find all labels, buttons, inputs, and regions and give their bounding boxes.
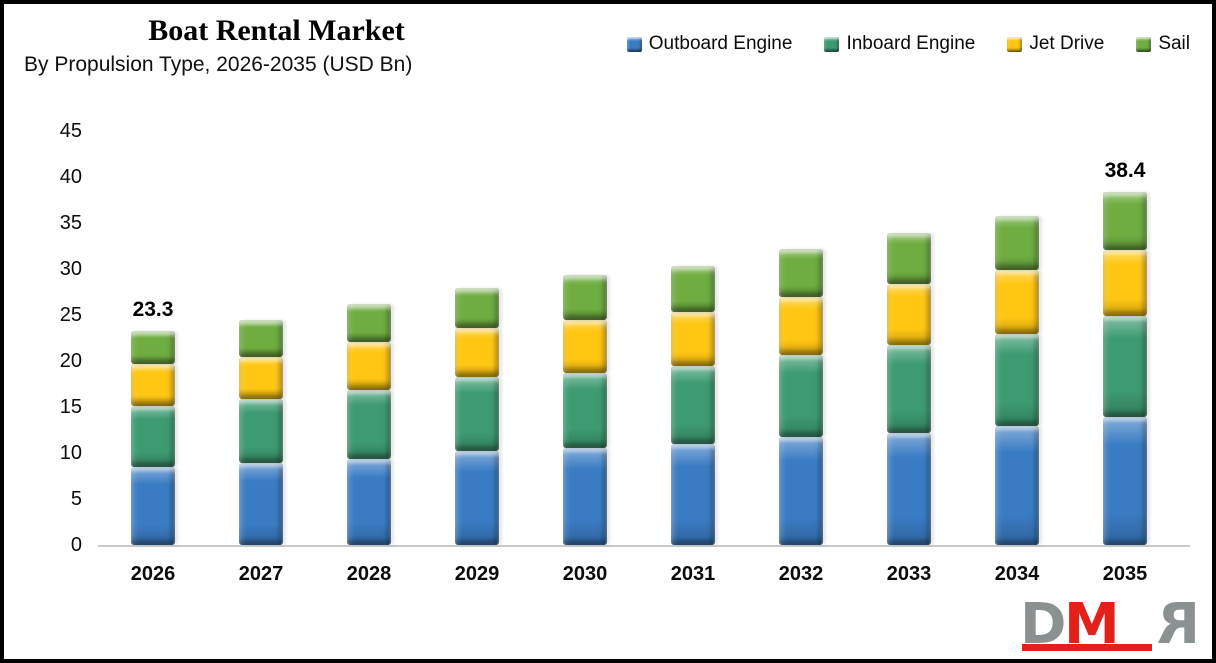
bar-segment-outboard-engine: [347, 458, 391, 545]
x-axis-category-label: 2034: [994, 563, 1040, 585]
x-axis-category-label: 2027: [238, 563, 284, 585]
bar-segment-outboard-engine: [671, 443, 715, 545]
bar-total-label: 23.3: [132, 297, 174, 321]
bar-segment-inboard-engine: [563, 373, 607, 448]
bar-segment-sail: [239, 319, 283, 357]
bar-segment-inboard-engine: [779, 354, 823, 438]
x-axis-category-label: 2029: [454, 563, 500, 585]
y-axis-tick-label: 10: [59, 442, 82, 465]
bar-segment-outboard-engine: [239, 463, 283, 545]
chart-legend: Outboard Engine Inboard Engine Jet Drive Sa…: [626, 33, 1190, 55]
bar-segment-sail: [887, 232, 931, 284]
y-axis-tick-label: 40: [59, 166, 82, 189]
bar-segment-sail: [995, 215, 1039, 271]
bar-segment-sail: [131, 330, 175, 364]
bar-segment-jet-drive: [671, 311, 715, 366]
bar-segment-outboard-engine: [131, 466, 175, 545]
bar-segment-sail: [455, 287, 499, 329]
logo-letter-m: M: [1064, 593, 1120, 655]
bar-segment-jet-drive: [887, 284, 931, 345]
plot-area: 0 5 10 15 20 25 30 35 40 45 2026 23.3 2027 2028 2029 20…: [4, 4, 1212, 659]
bar-segment-outboard-engine: [779, 437, 823, 545]
legend-item-jet-drive: Jet Drive: [1007, 33, 1104, 55]
chart-title: Boat Rental Market: [148, 14, 405, 47]
bar-segment-jet-drive: [563, 319, 607, 374]
bar-segment-outboard-engine: [887, 432, 931, 545]
y-axis-tick-label: 5: [70, 488, 82, 511]
x-axis-line: [98, 545, 1190, 547]
bar-segment-inboard-engine: [239, 398, 283, 464]
legend-label: Jet Drive: [1029, 33, 1105, 54]
y-axis-tick-label: 25: [59, 304, 82, 327]
legend-label: Outboard Engine: [648, 33, 793, 54]
legend-color-swatch: [1136, 36, 1152, 52]
title-block: Boat Rental Market By Propulsion Type, 2…: [24, 12, 529, 80]
bar-segment-sail: [671, 265, 715, 312]
bar-segment-jet-drive: [131, 363, 175, 407]
bar-segment-jet-drive: [239, 356, 283, 399]
x-axis-category-label: 2030: [562, 563, 608, 585]
logo-letter-r: R: [1157, 593, 1200, 655]
bar-segment-inboard-engine: [671, 365, 715, 444]
bar-segment-sail: [779, 249, 823, 297]
bar-segment-sail: [1103, 192, 1147, 250]
y-axis-tick-label: 0: [70, 534, 82, 556]
x-axis-category-label: 2035: [1102, 563, 1148, 585]
y-axis-tick-label: 15: [59, 396, 82, 419]
bar-segment-sail: [347, 304, 391, 342]
bar-segment-sail: [563, 274, 607, 320]
logo-underline: [1022, 644, 1152, 651]
bar-segment-jet-drive: [1103, 250, 1147, 317]
bar-segment-inboard-engine: [1103, 316, 1147, 418]
bar-segment-outboard-engine: [455, 451, 499, 545]
dmr-logo: D M R: [1022, 593, 1200, 655]
legend-color-swatch: [824, 36, 840, 52]
bar-segment-inboard-engine: [131, 406, 175, 467]
x-axis-category-label: 2032: [778, 563, 824, 585]
bar-segment-outboard-engine: [1103, 417, 1147, 545]
y-axis-tick-label: 45: [59, 120, 82, 143]
bar-segment-outboard-engine: [995, 426, 1039, 545]
bar-segment-jet-drive: [347, 341, 391, 390]
x-axis-category-label: 2033: [886, 563, 932, 585]
legend-color-swatch: [1007, 36, 1023, 52]
legend-label: Inboard Engine: [846, 33, 976, 54]
y-axis-tick-label: 35: [59, 212, 82, 235]
legend-color-swatch: [626, 36, 642, 52]
legend-item-outboard-engine: Outboard Engine: [626, 33, 793, 55]
bar-segment-jet-drive: [779, 296, 823, 355]
bar-segment-inboard-engine: [995, 333, 1039, 427]
y-axis-tick-label: 20: [59, 350, 82, 373]
logo-letter-d: D: [1022, 593, 1066, 655]
bar-segment-inboard-engine: [347, 389, 391, 459]
bar-segment-jet-drive: [455, 328, 499, 377]
legend-label: Sail: [1158, 33, 1190, 54]
bar-segment-jet-drive: [995, 270, 1039, 334]
bar-total-label: 38.4: [1104, 159, 1146, 183]
legend-item-inboard-engine: Inboard Engine: [824, 33, 975, 55]
bar-segment-inboard-engine: [887, 344, 931, 433]
chart-subtitle: By Propulsion Type, 2026-2035 (USD Bn): [24, 53, 413, 76]
x-axis-category-label: 2031: [670, 563, 716, 585]
x-axis-category-label: 2028: [346, 563, 392, 585]
legend-item-sail: Sail: [1136, 33, 1190, 55]
bar-segment-outboard-engine: [563, 447, 607, 545]
x-axis-category-label: 2026: [130, 563, 176, 585]
y-axis-tick-label: 30: [59, 258, 82, 281]
bar-segment-inboard-engine: [455, 376, 499, 452]
